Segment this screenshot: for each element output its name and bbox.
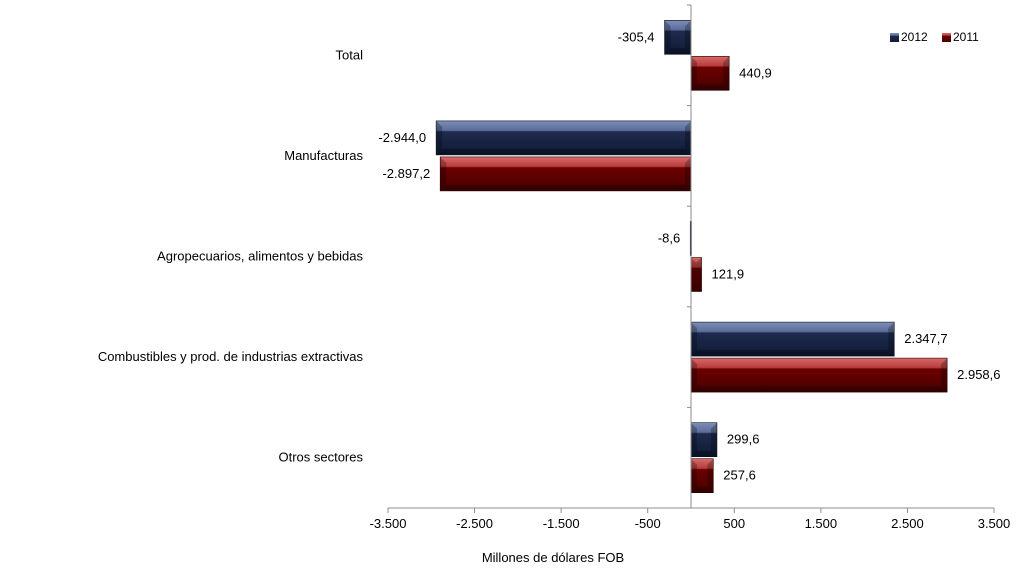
x-axis-title: Millones de dólares FOB	[482, 550, 624, 565]
bar-2012	[690, 321, 895, 357]
data-label: 299,6	[727, 432, 760, 447]
data-label: 121,9	[712, 267, 745, 282]
category-label: Agropecuarios, alimentos y bebidas	[157, 249, 363, 264]
data-label: -8,6	[658, 231, 680, 246]
x-tick-label: -1.500	[543, 516, 580, 531]
x-tick-label: 500	[723, 516, 745, 531]
axes: -3.500 -2.500 -1.500 -500 500 1.500 2.500 3.500	[370, 4, 1011, 531]
category-label: Otros sectores	[278, 450, 363, 465]
data-label: -2.897,2	[382, 166, 430, 181]
data-label: 2.347,7	[904, 331, 947, 346]
x-tick-label: -2.500	[456, 516, 493, 531]
bar-2011	[690, 55, 730, 91]
category-label: Combustibles y prod. de industrias extra…	[98, 349, 364, 364]
category-label: Manufacturas	[284, 148, 363, 163]
bar-2012	[664, 19, 692, 55]
bars	[435, 19, 948, 494]
data-label: -305,4	[618, 29, 655, 44]
legend-label-2012: 2012	[901, 30, 928, 44]
data-label: 440,9	[739, 65, 772, 80]
data-label: 2.958,6	[957, 367, 1000, 382]
bar-2012	[435, 120, 692, 156]
x-tick-label: 1.500	[805, 516, 838, 531]
legend-swatch-2011	[942, 33, 951, 42]
bar-2011	[690, 257, 702, 292]
value-labels: -305,4 -2.944,0 -8,6 2.347,7 299,6 440,9 -2.89…	[378, 29, 1000, 482]
category-labels: Total Manufacturas Agropecuarios, alimento…	[98, 47, 364, 464]
x-tick-label: 2.500	[891, 516, 924, 531]
x-tick-label: -500	[635, 516, 661, 531]
bar-2011	[690, 357, 948, 393]
legend-swatch-2012	[890, 33, 899, 42]
x-tick-label: 3.500	[978, 516, 1011, 531]
legend-label-2011: 2011	[953, 30, 979, 44]
data-label: 257,6	[723, 468, 756, 483]
bar-2011	[439, 156, 692, 192]
legend: 2012 2011	[890, 30, 979, 44]
bar-2011	[690, 458, 714, 494]
category-label: Total	[336, 47, 364, 62]
x-tick-label: -3.500	[370, 516, 407, 531]
data-label: -2.944,0	[378, 130, 426, 145]
bar-2012	[690, 422, 718, 458]
